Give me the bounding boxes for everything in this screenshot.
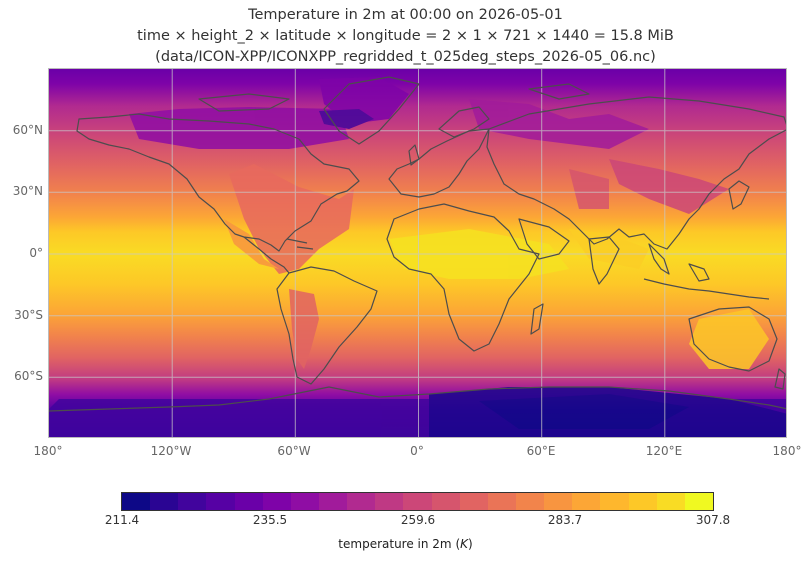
map-title: Temperature in 2m at 00:00 on 2026-05-01 (248, 7, 563, 23)
map-subtitle-filepath: (data/ICON-XPP/ICONXPP_regridded_t_025de… (155, 49, 656, 65)
colorbar-segment (459, 493, 488, 510)
x-tick-label: 60°E (526, 444, 556, 458)
colorbar-segment (515, 493, 545, 510)
y-tick-label: 60°S (14, 369, 43, 383)
graticule (49, 69, 786, 437)
colorbar-segment (544, 493, 573, 510)
colorbar-segment (628, 493, 657, 510)
colorbar-unit: K (460, 537, 468, 551)
colorbar-segment (234, 493, 263, 510)
colorbar-segment (684, 493, 713, 510)
x-tick-label: 60°W (277, 444, 311, 458)
x-tick-label: 0° (410, 444, 424, 458)
land-temperature-patches (49, 77, 786, 437)
colorbar-segment (347, 493, 376, 510)
colorbar-segment (150, 493, 179, 510)
y-tick-label: 0° (29, 246, 43, 260)
colorbar-segment (262, 493, 291, 510)
map-subtitle-dimensions: time × height_2 × latitude × longitude =… (137, 28, 674, 44)
colorbar-label-text: temperature in 2m (338, 537, 452, 551)
colorbar-label: temperature in 2m (K) (338, 537, 473, 551)
colorbar-segment (122, 493, 151, 510)
y-tick-label: 30°S (14, 308, 43, 322)
coastlines (49, 76, 786, 412)
colorbar-tick-label: 259.6 (400, 513, 436, 527)
colorbar-segment (375, 493, 404, 510)
colorbar-tick-label: 211.4 (104, 513, 140, 527)
x-tick-label: 180° (772, 444, 802, 458)
colorbar-segment (656, 493, 685, 510)
temperature-map[interactable] (49, 69, 787, 438)
colorbar-segment (431, 493, 460, 510)
colorbar-tick-label: 307.8 (695, 513, 731, 527)
colorbar-segment (290, 493, 319, 510)
colorbar-segment (572, 493, 601, 510)
x-tick-label: 120°W (150, 444, 192, 458)
colorbar-segment (206, 493, 235, 510)
x-tick-label: 120°E (645, 444, 683, 458)
map-plot-area[interactable] (48, 68, 787, 438)
x-tick-label: 180° (33, 444, 63, 458)
colorbar-tick-label: 283.7 (547, 513, 583, 527)
colorbar-segment (403, 493, 432, 510)
colorbar-segment (318, 493, 348, 510)
colorbar (121, 492, 714, 511)
colorbar-segment (178, 493, 207, 510)
colorbar-segment (487, 493, 516, 510)
y-tick-label: 30°N (12, 184, 43, 198)
y-tick-label: 60°N (12, 123, 43, 137)
colorbar-segment (600, 493, 629, 510)
colorbar-tick-label: 235.5 (252, 513, 288, 527)
